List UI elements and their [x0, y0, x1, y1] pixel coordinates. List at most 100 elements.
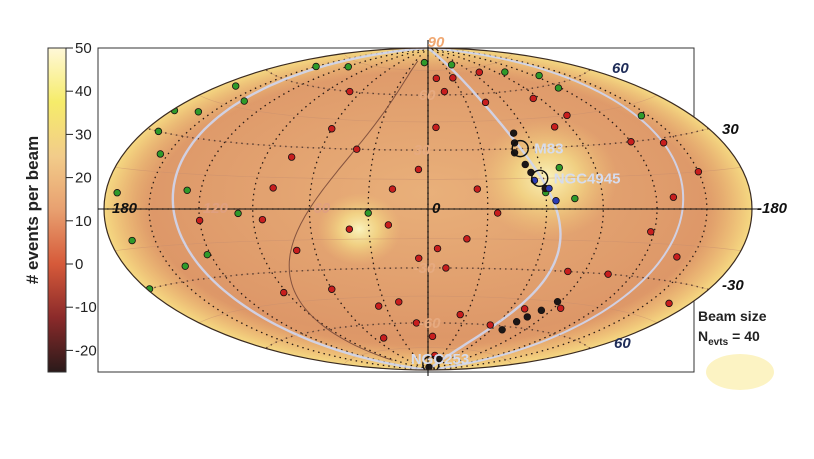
- data-point: [481, 98, 490, 107]
- beam-n-sub: evts: [708, 337, 728, 348]
- colorbar-tick-label: -20: [75, 342, 97, 359]
- data-point: [486, 321, 494, 329]
- data-point: [555, 163, 563, 172]
- latitude-label: -30: [722, 277, 744, 294]
- data-point: [669, 193, 678, 201]
- data-point: [545, 184, 553, 193]
- source-label: NGC253: [411, 351, 469, 368]
- data-point: [637, 112, 646, 120]
- data-point: [509, 129, 518, 137]
- data-point: [433, 244, 442, 253]
- data-point: [553, 297, 562, 306]
- data-point: [414, 165, 423, 174]
- beam-size-label: Beam size: [698, 308, 767, 324]
- data-point: [232, 82, 240, 90]
- longitude-label: 120: [203, 200, 229, 217]
- data-point: [647, 228, 655, 236]
- data-point: [475, 68, 484, 76]
- beam-size-legend: Beam size Nevts = 40: [698, 308, 774, 390]
- data-point: [521, 160, 529, 169]
- data-point: [552, 197, 560, 205]
- colorbar-tick-label: -10: [75, 299, 97, 316]
- data-point: [425, 363, 433, 370]
- data-point: [563, 111, 571, 120]
- beam-size-glow: [706, 354, 774, 390]
- latitude-label: 60: [612, 60, 629, 77]
- data-point: [550, 123, 559, 131]
- data-point: [280, 288, 288, 297]
- data-point: [395, 298, 403, 306]
- data-point: [181, 262, 189, 270]
- data-point: [194, 108, 203, 116]
- data-point: [374, 302, 383, 310]
- data-point: [312, 62, 320, 71]
- data-point: [379, 334, 388, 342]
- data-point: [364, 209, 372, 217]
- colorbar: [47, 47, 67, 373]
- data-point: [432, 123, 440, 132]
- data-point: [113, 189, 121, 197]
- colorbar-tick-label: 50: [75, 40, 92, 57]
- event-points: [113, 58, 703, 370]
- colorbar-tick-label: 30: [75, 126, 92, 143]
- data-point: [240, 97, 248, 105]
- data-point: [287, 153, 296, 161]
- data-point: [571, 194, 579, 203]
- data-point: [388, 185, 397, 193]
- data-point: [535, 71, 543, 80]
- data-point: [420, 58, 429, 67]
- data-point: [328, 125, 336, 133]
- source-labels: M83 NGC4945 NGC253: [411, 141, 621, 368]
- data-point: [694, 168, 703, 176]
- data-point: [258, 215, 267, 224]
- data-point: [456, 310, 464, 319]
- inner-latitude-label: 30: [414, 142, 431, 159]
- longitude-label: -180: [757, 200, 788, 217]
- data-point: [523, 313, 531, 321]
- data-point: [345, 225, 354, 233]
- data-point: [604, 270, 612, 278]
- data-point: [564, 267, 572, 276]
- data-point: [269, 184, 277, 192]
- colorbar-ticks: 50 40 30 20 10 0 -10 -20: [66, 40, 97, 359]
- data-point: [512, 318, 521, 326]
- data-point: [440, 87, 449, 96]
- data-point: [556, 304, 565, 312]
- latitude-label: 60: [614, 335, 631, 352]
- data-point: [493, 209, 502, 217]
- latitude-label: 30: [722, 121, 739, 138]
- source-marker: [511, 139, 529, 158]
- data-point: [665, 299, 673, 308]
- inner-latitude-label: -30: [414, 260, 436, 277]
- data-point: [156, 150, 165, 158]
- data-point: [415, 254, 423, 262]
- data-point: [463, 235, 471, 243]
- data-point: [203, 250, 211, 259]
- colorbar-tick-label: 20: [75, 170, 92, 187]
- beam-n: N: [698, 328, 708, 344]
- source-marker: [422, 355, 440, 370]
- data-point: [554, 84, 563, 92]
- latitude-label: 90: [428, 34, 445, 51]
- longitude-label: 180: [112, 200, 138, 217]
- data-point: [183, 186, 191, 194]
- data-point: [346, 87, 354, 96]
- data-point: [537, 306, 546, 315]
- source-marker: [531, 169, 549, 188]
- colorbar-tick-label: 0: [75, 256, 83, 273]
- beam-count-label: Nevts = 40: [698, 328, 760, 348]
- colorbar-tick-label: 40: [75, 83, 92, 100]
- data-point: [128, 236, 136, 245]
- data-point: [627, 138, 635, 146]
- data-point: [442, 264, 450, 272]
- data-point: [412, 319, 421, 327]
- data-point: [384, 221, 393, 229]
- data-point: [428, 332, 437, 341]
- inner-latitude-label: 60: [419, 87, 436, 104]
- data-point: [473, 185, 482, 193]
- data-point: [520, 305, 529, 313]
- data-point: [234, 209, 242, 218]
- data-point: [154, 127, 163, 136]
